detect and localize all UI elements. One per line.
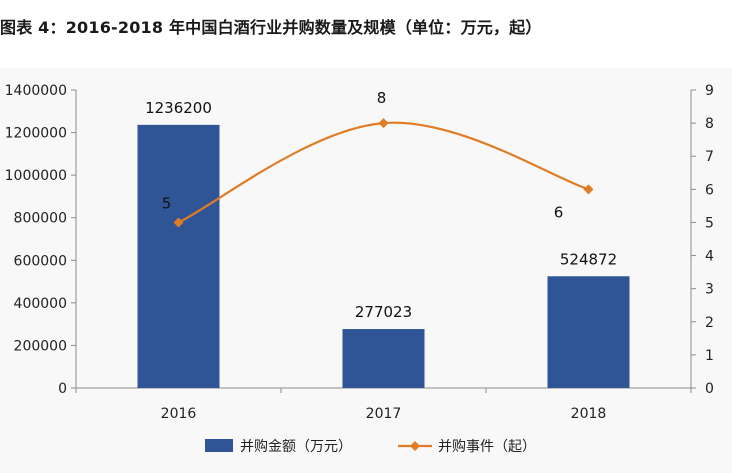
line-path xyxy=(178,121,589,224)
x-tick-label: 2017 xyxy=(366,406,402,422)
line-data-label: 8 xyxy=(377,89,387,107)
x-tick-label: 2018 xyxy=(571,406,607,422)
chart-legend: 并购金额（万元） 并购事件（起） xyxy=(205,439,536,455)
bar-2018 xyxy=(547,276,630,388)
left-tick-label: 800000 xyxy=(14,211,67,227)
bar-2016 xyxy=(137,124,220,388)
right-tick-label: 4 xyxy=(705,249,714,265)
legend-swatch-bar xyxy=(205,439,233,452)
data-labels: 1236200 277023 524872 5 8 6 xyxy=(145,89,617,321)
left-tick-label: 1400000 xyxy=(5,83,67,99)
bar-data-label: 524872 xyxy=(560,250,617,268)
bar-series xyxy=(137,124,630,388)
left-tick-label: 0 xyxy=(58,381,67,397)
x-tick-label: 2016 xyxy=(161,406,197,422)
left-tick-label: 1000000 xyxy=(5,168,67,184)
line-data-label: 5 xyxy=(162,194,172,212)
legend-label-line: 并购事件（起） xyxy=(438,439,536,455)
left-tick-label: 1200000 xyxy=(5,126,67,142)
chart-panel xyxy=(0,68,732,473)
chart-title: 图表 4：2016-2018 年中国白酒行业并购数量及规模（单位：万元，起） xyxy=(0,18,542,37)
right-tick-label: 2 xyxy=(705,315,714,331)
right-tick-label: 5 xyxy=(705,215,714,231)
right-tick-label: 1 xyxy=(705,348,714,364)
left-tick-label: 600000 xyxy=(14,253,67,269)
legend-swatch-marker xyxy=(410,441,420,451)
left-tick-label: 200000 xyxy=(14,338,67,354)
right-tick-label: 9 xyxy=(705,83,714,99)
right-tick-label: 0 xyxy=(705,381,714,397)
right-tick-label: 6 xyxy=(705,182,714,198)
bar-data-label: 277023 xyxy=(355,303,412,321)
right-tick-label: 8 xyxy=(705,116,714,132)
line-data-label: 6 xyxy=(554,203,564,221)
bar-data-label: 1236200 xyxy=(145,99,212,117)
right-tick-label: 3 xyxy=(705,282,714,298)
line-point-2018 xyxy=(583,184,594,195)
line-point-2016 xyxy=(173,217,184,228)
line-series xyxy=(173,118,594,228)
chart-axes: 0 200000 400000 600000 800000 1000000 1200000 1… xyxy=(5,83,714,422)
right-tick-label: 7 xyxy=(705,149,714,165)
line-point-2017 xyxy=(378,118,389,129)
legend-label-bar: 并购金额（万元） xyxy=(240,439,352,455)
bar-2017 xyxy=(342,329,425,388)
left-tick-label: 400000 xyxy=(14,296,67,312)
